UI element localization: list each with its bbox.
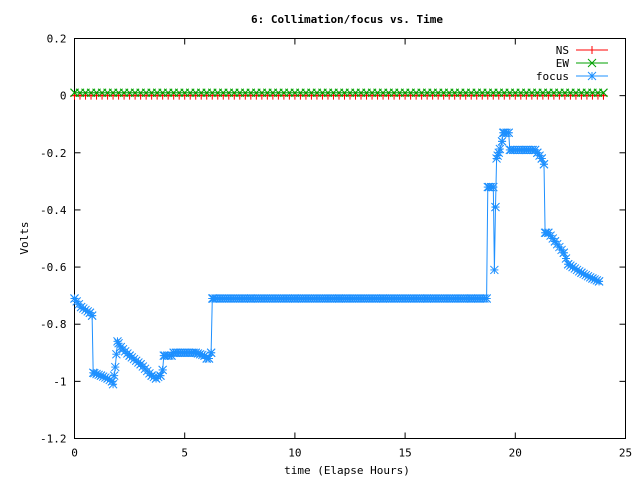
data-point-focus <box>594 277 604 286</box>
data-point-focus <box>492 154 501 163</box>
data-point-focus <box>116 342 126 352</box>
data-point-focus <box>378 294 388 303</box>
y-tick-label: -1 <box>53 375 66 388</box>
x-tick-label: 25 <box>619 447 632 460</box>
x-tick-label: 20 <box>509 447 522 460</box>
legend-marker-ns <box>588 46 596 54</box>
data-point-focus <box>208 294 218 303</box>
data-point-ew <box>599 88 608 98</box>
series-ew <box>70 88 608 98</box>
x-tick-label: 5 <box>181 447 188 460</box>
data-point-focus <box>206 348 216 358</box>
data-point-focus <box>112 349 121 359</box>
x-axis-label: time (Elapse Hours) <box>284 464 410 477</box>
data-point-focus <box>153 372 163 382</box>
y-tick-label: -0.4 <box>40 204 67 217</box>
plot-frame <box>74 38 626 439</box>
data-point-ew <box>70 88 79 98</box>
data-point-focus <box>88 368 98 378</box>
chart-title: 6: Collimation/focus vs. Time <box>251 13 443 26</box>
y-tick-label: -0.2 <box>40 147 67 160</box>
data-point-focus <box>108 379 118 389</box>
data-point-focus <box>504 128 514 138</box>
data-point-focus <box>532 148 542 158</box>
legend-marker-ew <box>587 58 597 68</box>
data-point-focus <box>110 362 120 372</box>
data-point-focus <box>484 182 494 192</box>
data-point-focus <box>488 182 498 192</box>
series-layer <box>70 88 608 389</box>
data-point-focus <box>125 351 134 360</box>
data-point-focus <box>156 371 165 380</box>
data-point-focus <box>87 311 97 320</box>
data-point-focus <box>76 302 86 312</box>
data-point-focus <box>499 128 509 138</box>
data-point-focus <box>159 351 169 360</box>
data-point-focus <box>559 248 569 258</box>
y-tick-label: 0 <box>60 90 67 103</box>
data-point-focus <box>482 294 492 303</box>
axis-ticks: 0 5 10 15 20 25 0.2 0 -0.2 -0.4 -0.6 -0.8 -1 -1.2 <box>40 33 632 460</box>
data-point-focus <box>422 294 432 303</box>
series-line-focus <box>74 132 600 385</box>
data-point-focus <box>497 137 507 146</box>
data-point-focus <box>466 294 476 303</box>
x-tick-label: 10 <box>288 447 301 460</box>
data-point-focus <box>544 228 553 238</box>
legend-label-focus: focus <box>536 70 569 83</box>
x-tick-label: 15 <box>398 447 411 460</box>
data-point-focus <box>537 154 547 163</box>
data-point-focus <box>290 294 300 303</box>
data-point-focus <box>158 365 168 375</box>
data-point-focus <box>191 348 201 358</box>
data-point-focus <box>577 268 586 278</box>
y-tick-label: -1.2 <box>40 433 67 446</box>
data-point-focus <box>204 354 214 363</box>
data-point-focus <box>70 294 79 303</box>
series-focus <box>70 128 604 389</box>
data-point-focus <box>171 348 181 358</box>
x-tick-label: 0 <box>71 447 78 460</box>
data-point-focus <box>334 294 344 303</box>
y-tick-label: -0.8 <box>40 318 67 331</box>
y-tick-label: 0.2 <box>47 33 67 46</box>
data-point-focus <box>539 159 549 169</box>
y-tick-label: -0.6 <box>40 261 67 274</box>
data-point-focus <box>494 148 504 158</box>
data-point-focus <box>505 145 515 155</box>
data-point-focus <box>490 265 499 275</box>
legend-label-ew: EW <box>556 57 570 70</box>
data-point-focus <box>550 237 560 246</box>
data-point-focus <box>521 145 531 155</box>
data-point-focus <box>180 348 190 358</box>
data-point-focus <box>491 202 500 212</box>
data-point-focus <box>246 294 256 303</box>
legend-marker-focus <box>587 71 597 81</box>
y-axis-label: Volts <box>18 221 31 254</box>
data-point-focus <box>561 254 571 263</box>
legend-label-ns: NS <box>556 44 569 57</box>
data-point-focus <box>568 262 577 272</box>
data-point-focus <box>136 359 145 369</box>
